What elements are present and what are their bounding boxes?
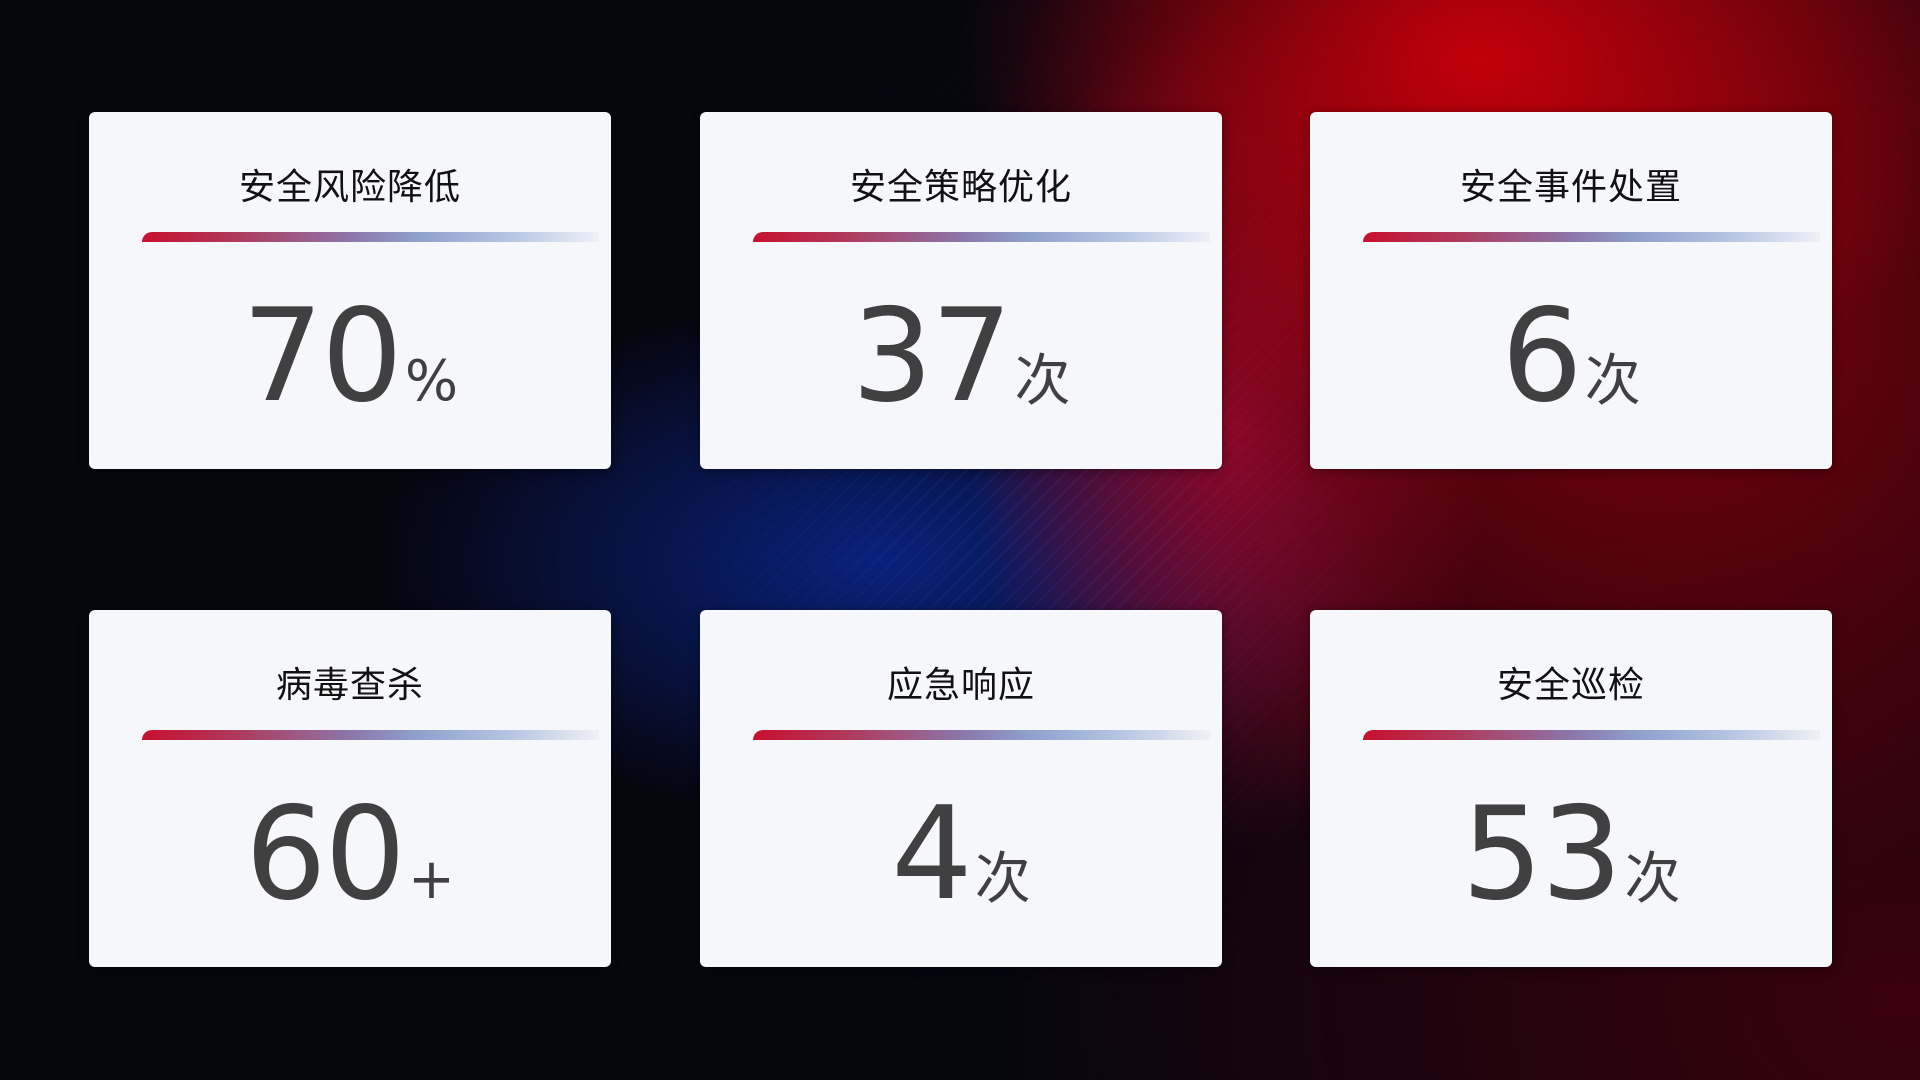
- card-value: 4次: [700, 780, 1222, 929]
- stat-card-policy-optimization: 安全策略优化 37次: [700, 112, 1222, 469]
- stat-card-security-inspection: 安全巡检 53次: [1310, 610, 1832, 967]
- card-divider: [753, 730, 1210, 740]
- value-number: 60: [245, 780, 406, 929]
- card-title: 安全事件处置: [1459, 167, 1682, 208]
- card-value: 37次: [700, 282, 1222, 431]
- card-divider: [1363, 232, 1820, 242]
- card-title: 病毒查杀: [275, 665, 424, 706]
- card-divider: [753, 232, 1210, 242]
- card-title: 安全策略优化: [849, 167, 1072, 208]
- stat-card-risk-reduction: 安全风险降低 70%: [89, 112, 611, 469]
- card-title: 应急响应: [886, 665, 1035, 706]
- value-unit: +: [407, 847, 455, 912]
- value-unit: 次: [974, 847, 1031, 912]
- card-value: 53次: [1310, 780, 1832, 929]
- card-title: 安全巡检: [1496, 665, 1645, 706]
- card-divider: [1363, 730, 1820, 740]
- value-unit: 次: [1624, 847, 1681, 912]
- card-title: 安全风险降低: [238, 167, 461, 208]
- card-divider: [142, 730, 599, 740]
- value-unit: 次: [1014, 349, 1071, 414]
- value-number: 70: [241, 282, 403, 431]
- stat-card-emergency-response: 应急响应 4次: [700, 610, 1222, 967]
- value-number: 53: [1461, 780, 1623, 929]
- value-number: 37: [851, 282, 1013, 431]
- value-number: 4: [891, 780, 972, 929]
- card-value: 60+: [89, 780, 611, 929]
- card-divider: [142, 232, 599, 242]
- stat-card-virus-removal: 病毒查杀 60+: [89, 610, 611, 967]
- card-value: 6次: [1310, 282, 1832, 431]
- card-value: 70%: [89, 282, 611, 431]
- stat-card-incident-handling: 安全事件处置 6次: [1310, 112, 1832, 469]
- value-unit: %: [404, 349, 459, 414]
- value-number: 6: [1501, 282, 1582, 431]
- value-unit: 次: [1584, 349, 1641, 414]
